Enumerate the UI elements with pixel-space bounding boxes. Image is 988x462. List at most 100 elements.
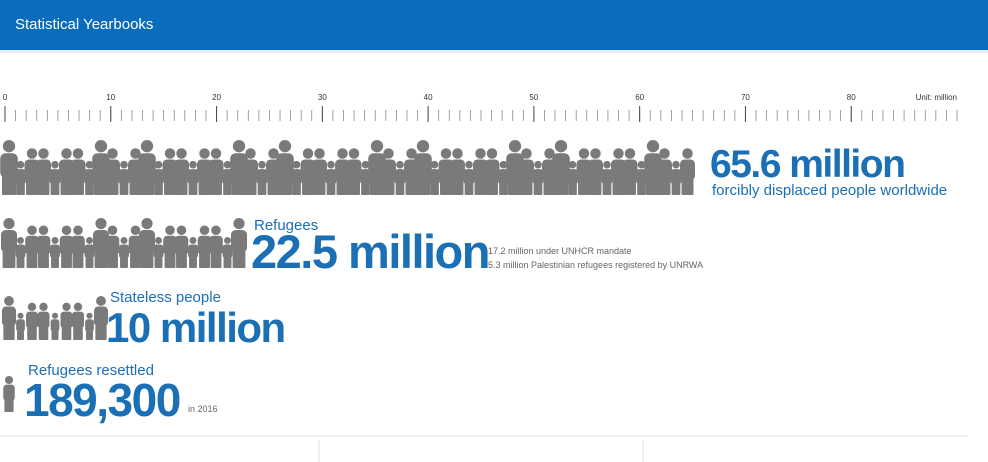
person-head bbox=[86, 237, 93, 244]
person-body bbox=[15, 169, 26, 185]
person-head bbox=[499, 160, 508, 169]
ruler-tick-label: 0 bbox=[3, 93, 8, 102]
person-head bbox=[383, 148, 394, 159]
figure-value: 10 million bbox=[106, 304, 285, 351]
person-head bbox=[682, 148, 693, 159]
person-legs bbox=[578, 179, 590, 195]
person-head bbox=[176, 225, 187, 236]
person-head bbox=[3, 218, 15, 230]
person-legs bbox=[553, 176, 569, 195]
figure-label: Refugees bbox=[254, 217, 318, 234]
person-legs bbox=[232, 251, 246, 268]
person-legs bbox=[277, 176, 293, 195]
person-head bbox=[4, 296, 14, 306]
person-body bbox=[153, 244, 164, 259]
person-body bbox=[567, 169, 578, 185]
person-body bbox=[197, 159, 212, 181]
person-body bbox=[325, 169, 337, 185]
person-legs bbox=[440, 179, 452, 195]
people-row bbox=[3, 376, 15, 412]
person-head bbox=[475, 148, 486, 159]
person-legs bbox=[405, 179, 418, 195]
person-body bbox=[188, 244, 198, 259]
person-legs bbox=[51, 257, 59, 268]
person-body bbox=[484, 159, 500, 181]
person-legs bbox=[464, 183, 474, 195]
person-body bbox=[16, 319, 25, 332]
person-body bbox=[276, 153, 294, 178]
header-title[interactable]: Statistical Yearbooks bbox=[15, 16, 153, 33]
person-legs bbox=[486, 179, 498, 195]
person-legs bbox=[85, 183, 94, 195]
person-body bbox=[622, 159, 638, 181]
person-head bbox=[95, 218, 107, 230]
person-head bbox=[130, 225, 141, 236]
person-body bbox=[670, 169, 682, 185]
person-head bbox=[568, 160, 577, 169]
person-body bbox=[139, 230, 155, 253]
person-body bbox=[588, 159, 603, 181]
person-body bbox=[36, 235, 51, 255]
person-legs bbox=[72, 253, 84, 268]
person-head bbox=[211, 225, 221, 236]
person-legs bbox=[223, 257, 232, 268]
person-body bbox=[450, 159, 465, 181]
person-legs bbox=[257, 183, 267, 195]
person-head bbox=[4, 376, 14, 385]
person-body bbox=[209, 235, 223, 255]
person-body bbox=[473, 159, 488, 181]
person-head bbox=[278, 140, 292, 153]
person-head bbox=[107, 225, 118, 236]
ruler-tick-label: 20 bbox=[212, 93, 221, 102]
person-legs bbox=[119, 183, 129, 195]
person-head bbox=[85, 160, 94, 169]
person-legs bbox=[38, 327, 49, 340]
person-legs bbox=[2, 251, 16, 268]
ruler-tick-label: 80 bbox=[847, 93, 856, 102]
person-legs bbox=[188, 183, 198, 195]
person-body bbox=[381, 159, 396, 181]
person-legs bbox=[16, 257, 25, 268]
people-row bbox=[1, 218, 247, 268]
person-legs bbox=[26, 179, 38, 195]
person-head bbox=[51, 312, 59, 319]
person-head bbox=[107, 148, 118, 159]
figure-note: in 2016 bbox=[188, 404, 218, 414]
person-legs bbox=[86, 330, 93, 340]
person-legs bbox=[94, 251, 108, 268]
person-body bbox=[26, 311, 38, 329]
person-head bbox=[406, 148, 417, 159]
person-body bbox=[60, 311, 73, 329]
person-legs bbox=[313, 179, 326, 195]
person-legs bbox=[681, 179, 694, 195]
person-body bbox=[463, 169, 475, 185]
person-legs bbox=[154, 257, 163, 268]
person-legs bbox=[17, 330, 24, 340]
person-head bbox=[120, 160, 128, 169]
person-body bbox=[59, 159, 74, 181]
person-head bbox=[17, 237, 24, 244]
person-head bbox=[154, 160, 163, 169]
person-head bbox=[292, 160, 301, 169]
figure-value: 22.5 million bbox=[251, 225, 489, 278]
person-legs bbox=[38, 253, 49, 268]
person-legs bbox=[130, 253, 141, 268]
person-body bbox=[174, 235, 189, 255]
person-legs bbox=[26, 253, 38, 268]
ruler-tick-label: 30 bbox=[318, 93, 327, 102]
person-body bbox=[576, 159, 592, 181]
person-legs bbox=[210, 253, 222, 268]
person-legs bbox=[154, 183, 163, 195]
person-legs bbox=[543, 179, 556, 195]
person-head bbox=[486, 148, 498, 159]
person-head bbox=[430, 160, 439, 169]
person-body bbox=[85, 319, 94, 332]
person-legs bbox=[223, 183, 232, 195]
person-legs bbox=[60, 179, 73, 195]
person-body bbox=[50, 319, 60, 332]
person-legs bbox=[267, 179, 280, 195]
person-legs bbox=[292, 183, 301, 195]
person-head bbox=[26, 148, 38, 159]
person-head bbox=[245, 148, 256, 159]
